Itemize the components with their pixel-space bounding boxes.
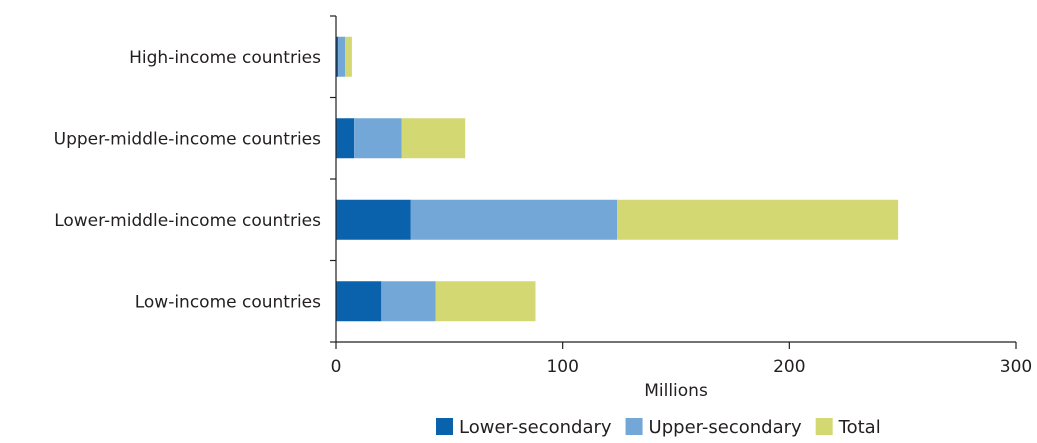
x-tick-label: 200 bbox=[773, 357, 805, 377]
x-tick-label: 100 bbox=[546, 357, 578, 377]
category-label: Lower-middle-income countries bbox=[54, 211, 321, 231]
y-axis-ticks bbox=[330, 15, 336, 343]
bar-segment-lower-secondary bbox=[336, 118, 355, 159]
x-axis-ticks: 0 100 200 300 bbox=[331, 342, 1032, 377]
legend-swatch bbox=[436, 418, 453, 435]
legend-label: Upper-secondary bbox=[649, 417, 802, 438]
category-labels: High-income countries Upper-middle-income… bbox=[54, 48, 322, 313]
bar-segment-upper-secondary bbox=[410, 199, 618, 240]
bar-segment-lower-secondary bbox=[336, 36, 339, 77]
bar-segment-total bbox=[435, 281, 536, 322]
legend-swatch bbox=[625, 418, 643, 435]
x-axis-title: Millions bbox=[644, 381, 708, 401]
bar-segment-total bbox=[401, 118, 466, 159]
legend-label: Lower-secondary bbox=[459, 417, 612, 438]
x-tick-label: 0 bbox=[331, 357, 342, 377]
bar-segment-upper-secondary bbox=[354, 118, 402, 159]
category-label: High-income countries bbox=[129, 48, 321, 68]
bar-segment-lower-secondary bbox=[336, 281, 382, 322]
legend-swatch bbox=[815, 418, 833, 435]
bar-segment-upper-secondary bbox=[381, 281, 436, 322]
legend-label: Total bbox=[838, 417, 881, 438]
category-label: Low-income countries bbox=[135, 292, 321, 312]
bar-segment-lower-secondary bbox=[336, 199, 411, 240]
category-label: Upper-middle-income countries bbox=[54, 129, 322, 149]
bars-layer bbox=[336, 36, 899, 322]
bar-segment-upper-secondary bbox=[338, 36, 346, 77]
legend: Lower-secondary Upper-secondary Total bbox=[436, 417, 881, 438]
x-tick-label: 300 bbox=[1000, 357, 1032, 377]
bar-segment-total bbox=[345, 36, 352, 77]
bar-segment-total bbox=[617, 199, 899, 240]
